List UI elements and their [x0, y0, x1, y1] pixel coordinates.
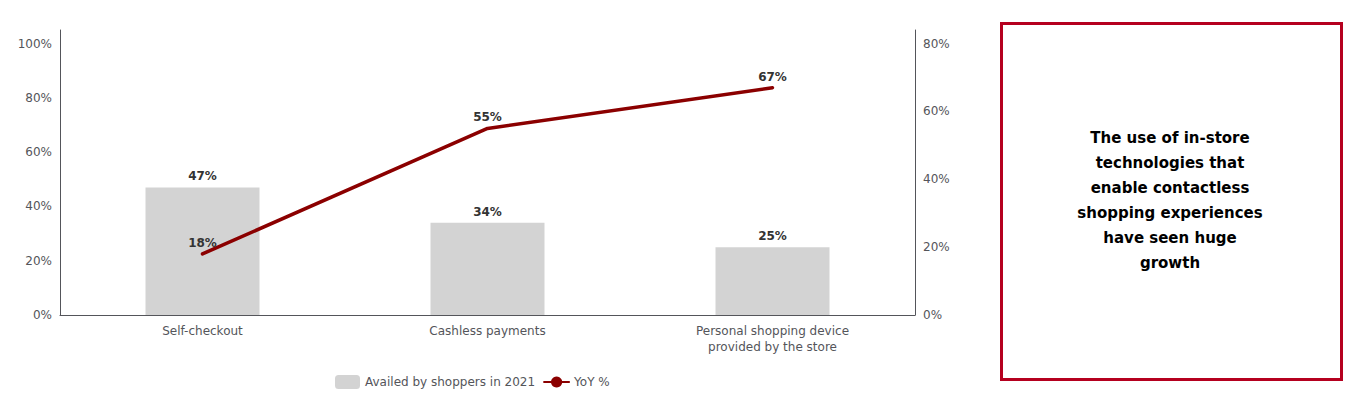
svg-text:40%: 40% — [923, 172, 950, 186]
svg-text:technologies that: technologies that — [1096, 154, 1245, 172]
svg-text:60%: 60% — [923, 104, 950, 118]
svg-text:34%: 34% — [473, 205, 502, 219]
svg-text:YoY %: YoY % — [573, 375, 610, 389]
svg-text:growth: growth — [1140, 254, 1200, 272]
svg-text:provided by the store: provided by the store — [708, 340, 837, 354]
svg-text:18%: 18% — [188, 236, 217, 250]
svg-text:60%: 60% — [25, 145, 52, 159]
svg-text:The use of in-store: The use of in-store — [1090, 129, 1249, 147]
svg-text:25%: 25% — [758, 229, 787, 243]
svg-text:100%: 100% — [18, 37, 52, 51]
svg-text:Availed by shoppers in 2021: Availed by shoppers in 2021 — [365, 375, 535, 389]
svg-text:shopping experiences: shopping experiences — [1077, 204, 1262, 222]
svg-text:20%: 20% — [25, 254, 52, 268]
svg-text:0%: 0% — [923, 308, 942, 322]
svg-text:80%: 80% — [25, 91, 52, 105]
svg-text:enable contactless: enable contactless — [1091, 179, 1250, 197]
svg-text:40%: 40% — [25, 199, 52, 213]
svg-text:0%: 0% — [33, 308, 52, 322]
svg-text:67%: 67% — [758, 70, 787, 84]
svg-text:20%: 20% — [923, 240, 950, 254]
svg-text:80%: 80% — [923, 37, 950, 51]
svg-text:47%: 47% — [188, 169, 217, 183]
svg-text:Self-checkout: Self-checkout — [162, 324, 243, 338]
svg-text:55%: 55% — [473, 110, 502, 124]
svg-text:Cashless payments: Cashless payments — [429, 324, 545, 338]
svg-text:have seen huge: have seen huge — [1103, 229, 1236, 247]
svg-text:Personal shopping device: Personal shopping device — [696, 324, 849, 338]
